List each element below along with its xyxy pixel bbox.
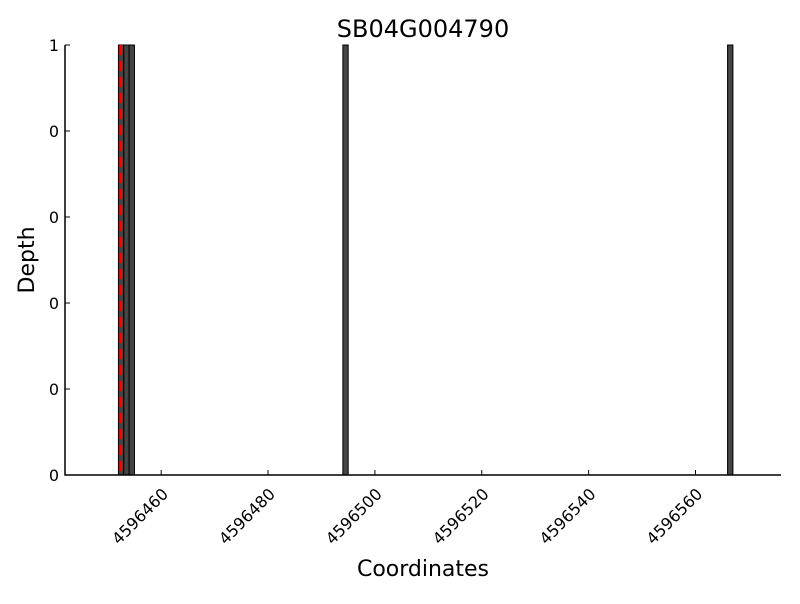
x-axis-label: Coordinates — [357, 557, 489, 582]
x-tick-label: 4596480 — [215, 484, 279, 548]
bar — [123, 44, 130, 476]
bar — [727, 44, 734, 476]
y-tick-label: 0 — [49, 208, 59, 227]
y-axis-label: Depth — [15, 226, 40, 293]
chart-title: SB04G004790 — [337, 15, 509, 43]
y-tick-label: 0 — [49, 122, 59, 141]
x-tick-label: 4596500 — [322, 484, 386, 548]
y-tick-label: 0 — [49, 466, 59, 485]
axis-spines — [64, 45, 781, 476]
x-tick-label: 4596560 — [643, 484, 707, 548]
y-tick-label: 1 — [49, 36, 59, 55]
bar — [342, 44, 349, 476]
bar — [128, 44, 135, 476]
x-tick-label: 4596520 — [429, 484, 493, 548]
y-tick-label: 0 — [49, 294, 59, 313]
y-tick-label: 0 — [49, 380, 59, 399]
x-tick-label: 4596460 — [108, 484, 172, 548]
x-tick-label: 4596540 — [536, 484, 600, 548]
